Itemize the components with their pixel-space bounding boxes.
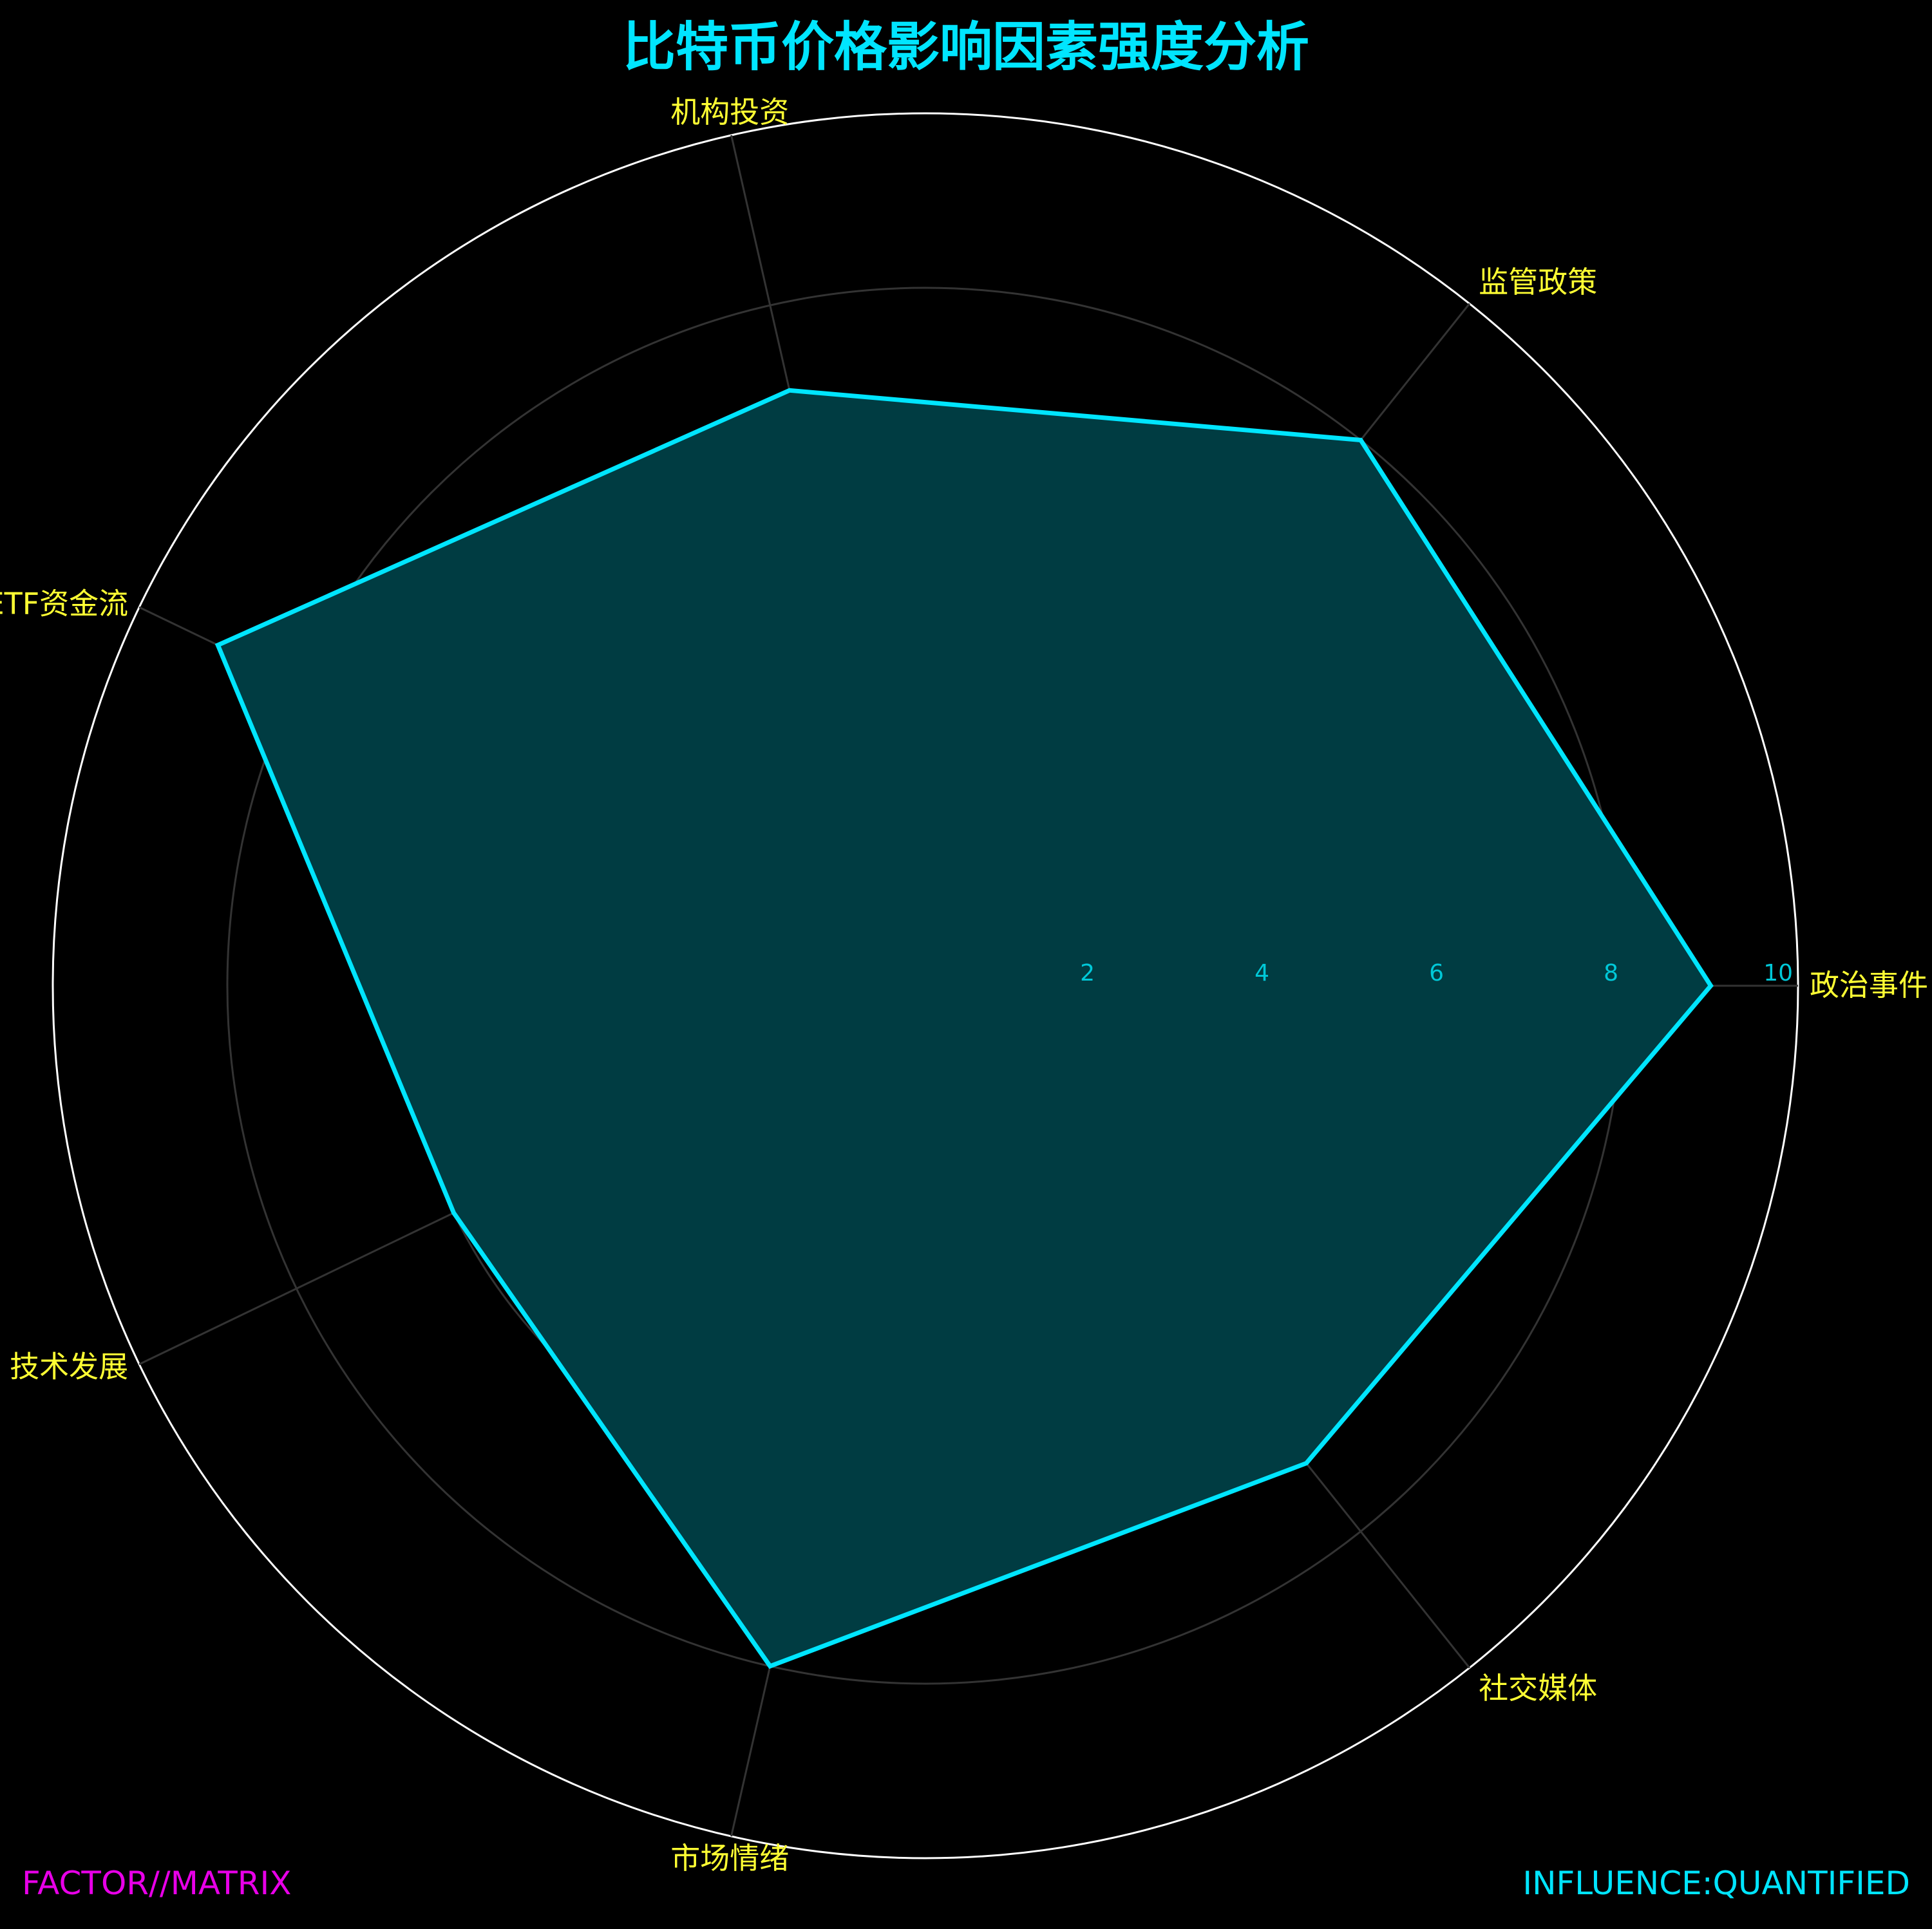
label-layer: 2 4 6 8 10 政治事件 监管政策 机构投资 ETF资金流技术发展市场情绪 社交媒体 <box>0 95 1928 1876</box>
category-label-1: 监管政策 <box>1479 265 1597 299</box>
category-label-2: 机构投资 <box>670 95 789 129</box>
chart-title: 比特币价格影响因素强度分析 <box>622 17 1309 78</box>
r-tick-label-10: 10 <box>1763 960 1793 986</box>
r-tick-label-6: 6 <box>1429 960 1444 986</box>
category-label-3: ETF资金流 <box>0 587 128 621</box>
r-tick-label-2: 2 <box>1080 960 1095 986</box>
category-label-4: 技术发展 <box>10 1349 128 1384</box>
category-label-5: 市场情绪 <box>670 1841 789 1876</box>
r-tick-label-4: 4 <box>1255 960 1269 986</box>
footer-left-label: FACTOR//MATRIX <box>22 1865 292 1902</box>
category-label-0: 政治事件 <box>1810 968 1928 1002</box>
category-label-6: 社交媒体 <box>1479 1671 1597 1706</box>
r-tick-label-8: 8 <box>1604 960 1618 986</box>
series-polygon-0 <box>214 388 1714 1670</box>
series-layer <box>214 388 1714 1670</box>
footer-right-label: INFLUENCE:QUANTIFIED <box>1522 1865 1910 1902</box>
